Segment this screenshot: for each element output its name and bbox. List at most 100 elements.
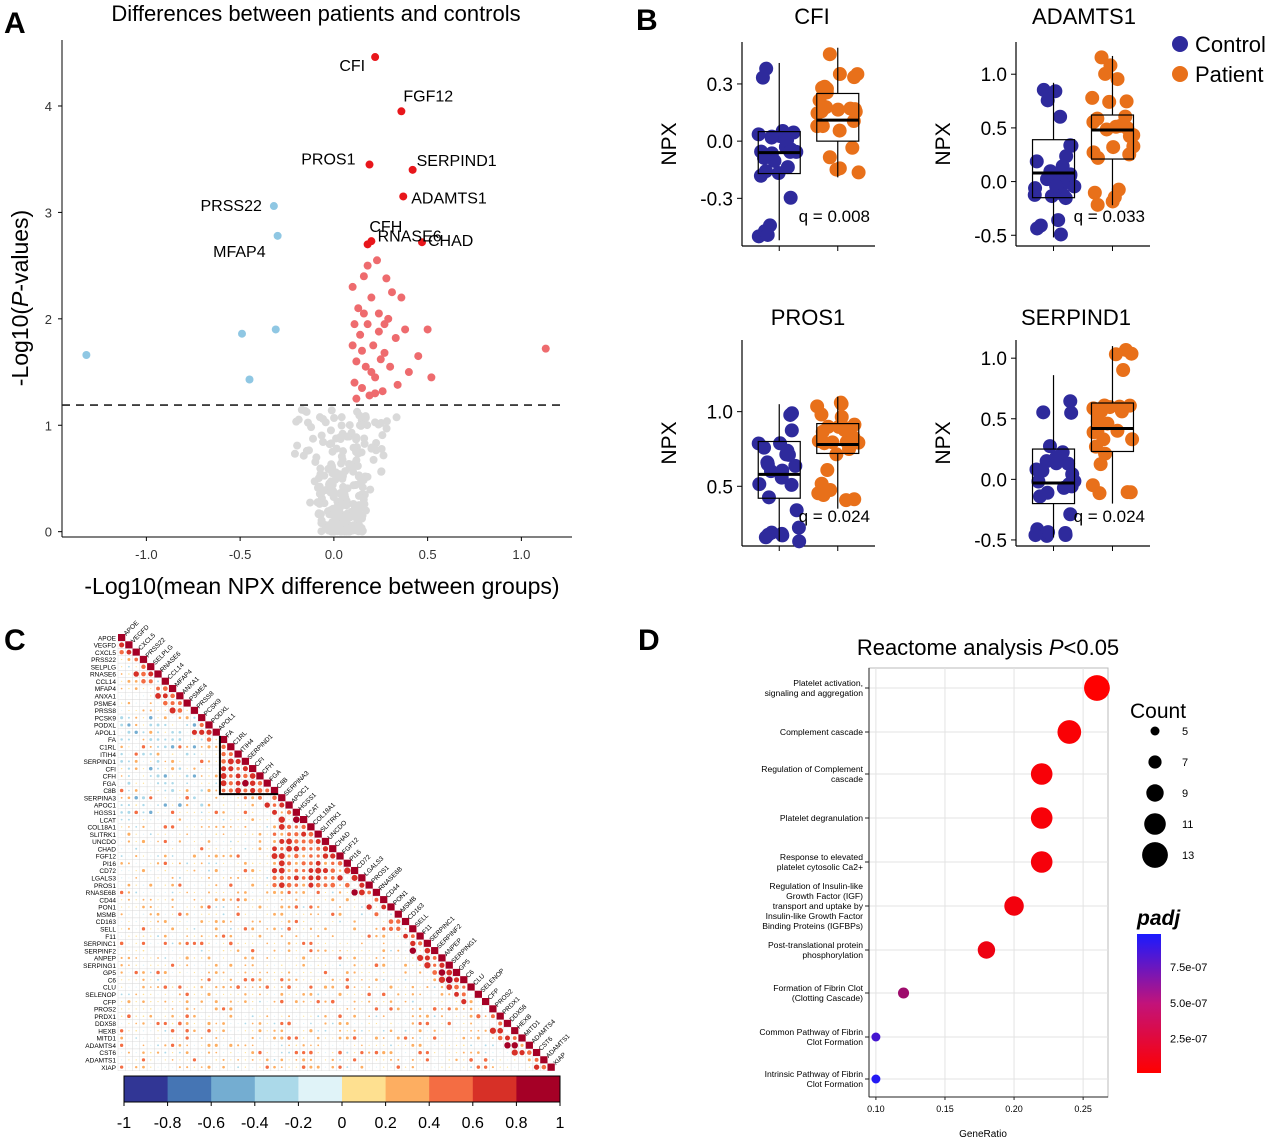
heatmap-dot xyxy=(215,1015,217,1017)
heatmap-dot xyxy=(295,913,297,915)
heatmap-dot xyxy=(157,993,159,995)
heatmap-dot xyxy=(222,797,225,799)
heatmap-dot xyxy=(193,782,196,784)
heatmap-dot xyxy=(383,920,385,923)
heatmap-dot xyxy=(266,833,268,835)
heatmap-dot xyxy=(193,796,196,800)
heatmap-dot xyxy=(492,1037,494,1039)
heatmap-dot xyxy=(150,789,152,792)
volcano-point xyxy=(363,261,372,270)
heatmap-dot xyxy=(170,745,175,749)
dotplot-point xyxy=(1030,851,1053,873)
heatmap-dot xyxy=(142,985,145,989)
boxplot-point xyxy=(1043,164,1058,179)
heatmap-dot xyxy=(185,992,189,997)
heatmap-dot xyxy=(119,1029,124,1033)
heatmap-dot xyxy=(308,868,314,874)
heatmap-dot xyxy=(149,702,152,705)
heatmap-dot xyxy=(142,847,145,850)
heatmap-dot xyxy=(178,1043,182,1047)
heatmap-dot xyxy=(390,1022,392,1025)
heatmap-dot xyxy=(171,986,174,988)
boxplot-y-tick-label: 0.0 xyxy=(707,132,733,153)
dotplot-term-label: Complement cascade xyxy=(780,727,863,737)
heatmap-dot xyxy=(178,985,182,989)
heatmap-dot xyxy=(244,986,247,988)
heatmap-dot xyxy=(273,979,276,981)
heatmap-dot xyxy=(339,935,341,937)
heatmap-dot xyxy=(288,1044,290,1047)
heatmap-diagonal-cell xyxy=(489,1005,497,1013)
heatmap-dot xyxy=(419,993,421,996)
heatmap-dot xyxy=(156,745,160,748)
heatmap-dot xyxy=(361,993,363,995)
heatmap-row-label: SELENOP xyxy=(85,992,116,999)
heatmap-dot xyxy=(295,1066,297,1068)
heatmap-dot xyxy=(170,963,175,967)
heatmap-diagonal-cell xyxy=(358,874,366,882)
heatmap-dot xyxy=(208,826,210,828)
heatmap-dot xyxy=(339,964,341,967)
heatmap-dot xyxy=(258,832,262,836)
heatmap-dot xyxy=(135,702,137,704)
heatmap-dot xyxy=(295,986,297,988)
heatmap-dot xyxy=(207,788,211,793)
heatmap-dot xyxy=(120,752,123,756)
heatmap-diagonal-cell xyxy=(343,859,351,867)
heatmap-column-label: C6 xyxy=(465,968,476,979)
heatmap-dot xyxy=(193,906,196,908)
heatmap-dot xyxy=(259,993,261,996)
heatmap-dot xyxy=(259,877,261,879)
volcano-point xyxy=(332,444,341,453)
heatmap-dot xyxy=(244,825,247,828)
volcano-point-label: RNASE6 xyxy=(378,228,442,245)
heatmap-dot xyxy=(346,935,348,937)
heatmap-dot xyxy=(207,905,211,909)
heatmap-dot xyxy=(201,855,203,857)
heatmap-dot xyxy=(142,971,145,974)
heatmap-dot xyxy=(207,1065,211,1069)
heatmap-dot xyxy=(390,913,392,916)
heatmap-dot xyxy=(251,869,255,873)
heatmap-dot xyxy=(142,978,145,981)
heatmap-dot xyxy=(346,1066,349,1069)
heatmap-dot xyxy=(331,891,334,894)
heatmap-dot xyxy=(150,950,152,952)
heatmap-dot xyxy=(302,992,306,996)
heatmap-dot xyxy=(237,957,239,959)
color-legend-label: 7.5e-07 xyxy=(1170,962,1207,974)
heatmap-dot xyxy=(361,1037,363,1039)
heatmap-dot xyxy=(317,928,319,930)
heatmap-dot xyxy=(309,949,313,953)
heatmap-dot xyxy=(499,1044,501,1046)
heatmap-dot xyxy=(280,927,283,930)
heatmap-dot xyxy=(150,935,152,937)
heatmap-dot xyxy=(207,1043,211,1047)
heatmap-dot xyxy=(470,993,472,995)
heatmap-dot xyxy=(142,1000,145,1003)
heatmap-dot xyxy=(521,1066,523,1068)
heatmap-row-label: XIAP xyxy=(101,1065,116,1072)
heatmap-dot xyxy=(354,942,356,945)
heatmap-dot xyxy=(192,774,197,778)
volcano-point xyxy=(349,481,358,490)
heatmap-dot xyxy=(310,1001,312,1003)
heatmap-dot xyxy=(134,970,138,975)
heatmap-dot xyxy=(171,905,174,909)
heatmap-dot xyxy=(157,870,159,872)
heatmap-dot xyxy=(404,942,407,945)
volcano-point xyxy=(336,432,345,441)
heatmap-dot xyxy=(142,913,145,916)
heatmap-dot xyxy=(266,913,268,915)
heatmap-dot xyxy=(404,971,407,974)
heatmap-dot xyxy=(287,942,291,945)
heatmap-dot xyxy=(135,723,138,727)
heatmap-diagonal-cell xyxy=(168,684,177,693)
heatmap-dot xyxy=(163,839,167,844)
heatmap-dot xyxy=(332,906,334,908)
heatmap-dot xyxy=(368,1037,370,1039)
heatmap-dot xyxy=(251,833,254,835)
heatmap-dot xyxy=(278,816,285,823)
heatmap-dot xyxy=(368,920,370,923)
boxplot-point xyxy=(1030,221,1045,236)
